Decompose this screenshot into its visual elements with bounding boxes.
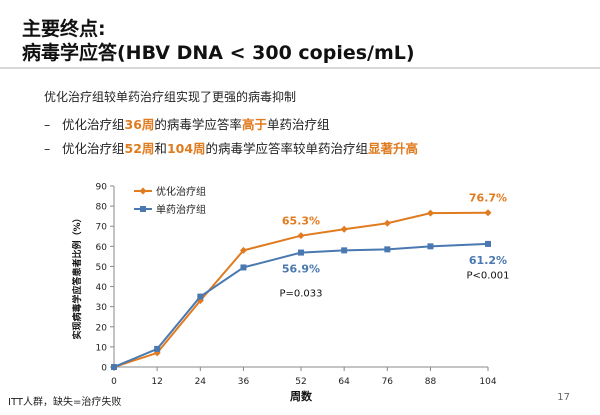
data-label: 61.2%	[469, 254, 507, 267]
highlight-text: 36周	[124, 117, 155, 132]
data-point-2	[298, 249, 304, 256]
data-point-2	[341, 247, 348, 254]
bullet-dash: –	[44, 117, 51, 132]
data-point-2	[154, 345, 161, 352]
data-point-1	[340, 225, 348, 233]
highlight-text: 高于	[241, 117, 267, 132]
x-tick-label: 0	[111, 377, 117, 387]
data-point-1	[239, 246, 247, 254]
y-tick-label: 10	[96, 343, 108, 353]
bullet-dash: –	[44, 141, 51, 156]
data-point-1	[383, 219, 391, 227]
y-tick-label: 40	[96, 283, 108, 293]
y-tick-label: 90	[96, 183, 108, 193]
title-divider	[0, 67, 600, 69]
data-point-2	[197, 293, 204, 300]
slide-subtitle: 病毒学应答(HBV DNA < 300 copies/mL)	[22, 42, 415, 64]
data-point-2	[240, 264, 247, 271]
y-tick-label: 30	[96, 303, 108, 313]
x-tick-label: 12	[151, 377, 162, 387]
p-value-label: P<0.001	[466, 271, 509, 282]
legend-label: 单药治疗组	[156, 203, 206, 216]
bullet-text: 优化治疗组	[62, 141, 125, 156]
legend-label: 优化治疗组	[156, 185, 206, 198]
x-tick-label: 88	[425, 377, 437, 387]
y-tick-label: 50	[96, 263, 108, 273]
bullet-2: – 优化治疗组52周和104周的病毒学应答率较单药治疗组显著升高	[44, 138, 418, 157]
y-tick-label: 0	[101, 364, 107, 374]
highlight-text: 104周	[166, 141, 206, 156]
x-tick-label: 36	[238, 377, 250, 387]
data-point-2	[427, 243, 434, 250]
x-tick-label: 76	[382, 377, 394, 387]
y-tick-label: 70	[96, 223, 108, 233]
footnote: ITT人群，缺失=治疗失败	[8, 397, 122, 408]
y-tick-label: 60	[96, 243, 108, 253]
data-label: 56.9%	[282, 263, 320, 276]
legend-marker	[139, 187, 147, 195]
slide-title: 主要终点:	[22, 18, 106, 40]
bullet-text: 的病毒学应答率	[154, 117, 242, 132]
bullet-text: 的病毒学应答率较单药治疗组	[205, 141, 369, 156]
data-point-2	[384, 246, 391, 253]
x-axis-label: 周数	[290, 389, 313, 403]
data-point-2	[111, 364, 117, 370]
y-tick-label: 80	[96, 203, 108, 213]
data-label: 65.3%	[282, 215, 320, 228]
legend-marker	[140, 206, 146, 212]
bullet-text: 单药治疗组	[266, 117, 330, 132]
p-value-label: P=0.033	[279, 289, 322, 300]
highlight-text: 显著升高	[368, 141, 419, 156]
y-tick-label: 20	[96, 323, 108, 333]
x-tick-label: 52	[295, 377, 306, 387]
bullet-1: – 优化治疗组36周的病毒学应答率高于单药治疗组	[44, 114, 329, 133]
x-tick-label: 24	[195, 377, 207, 387]
intro-text: 优化治疗组较单药治疗组实现了更强的病毒抑制	[44, 90, 297, 104]
bullet-text: 优化治疗组	[62, 117, 125, 132]
highlight-text: 52周	[124, 141, 155, 156]
bullet-text: 和	[154, 141, 167, 156]
x-tick-label: 104	[479, 377, 496, 387]
y-axis-label: 实现病毒学应答患者比例（%）	[71, 213, 83, 339]
page-number: 17	[557, 392, 570, 403]
data-point-2	[485, 240, 491, 247]
x-tick-label: 64	[338, 377, 350, 387]
data-point-1	[484, 209, 492, 217]
data-label: 76.7%	[469, 192, 507, 205]
data-point-1	[297, 232, 305, 240]
data-point-1	[426, 209, 434, 217]
